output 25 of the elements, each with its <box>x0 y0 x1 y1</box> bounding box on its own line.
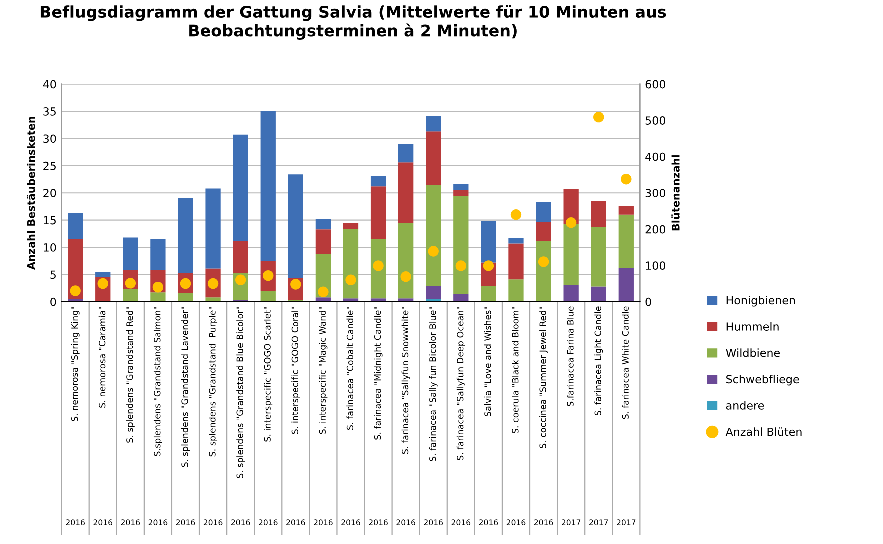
y2-tick-label: 200 <box>646 225 666 234</box>
y-tick-label: 10 <box>44 243 56 252</box>
y-tick-label: 35 <box>44 107 56 116</box>
y2-tick-label: 400 <box>646 152 666 162</box>
y2-tick-label: 500 <box>646 116 666 125</box>
legend-label: Hummeln <box>726 322 779 331</box>
legend-label: Anzahl Blüten <box>726 428 802 436</box>
y2-axis-title: Blütenanzahl <box>672 156 680 231</box>
legend-label: Schwebfliege <box>726 374 800 386</box>
y-tick-label: 30 <box>44 134 56 144</box>
y-tick-label: 15 <box>44 216 56 225</box>
y2-tick-label: 0 <box>646 298 652 306</box>
y-axis-title: Anzahl Bestäuberinsketen <box>27 117 36 270</box>
y2-tick-label: 600 <box>646 80 666 89</box>
y-tick-label: 40 <box>43 80 56 89</box>
legend-label: andere <box>726 401 764 410</box>
y-tick-label: 0 <box>50 298 56 306</box>
legend-label: Honigbienen <box>726 296 796 307</box>
y-tick-label: 20 <box>44 189 56 198</box>
y2-tick-label: 100 <box>646 262 666 270</box>
y2-tick-label: 300 <box>646 189 666 198</box>
y-tick-label: 25 <box>44 162 56 170</box>
chart-title: Beflugsdiagramm der Gattung Salvia (Mittelwerte für 10 Minuten aus Beobachtungsterminen à 2 Minuten) <box>40 5 666 40</box>
y-tick-label: 5 <box>50 270 56 280</box>
legend-label: Wildbiene <box>726 348 780 358</box>
